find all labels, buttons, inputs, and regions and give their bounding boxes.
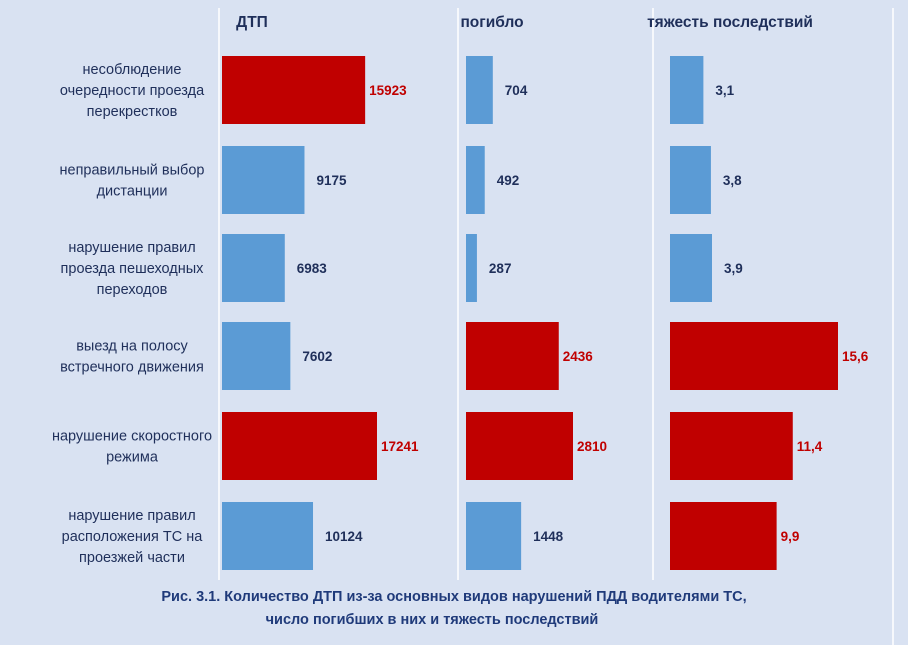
- data-label: 7602: [302, 349, 332, 364]
- data-label: 10124: [325, 529, 363, 544]
- data-label: 1448: [533, 529, 564, 544]
- bar: [466, 502, 522, 570]
- series-header: тяжесть последствий: [647, 14, 813, 31]
- category-label: неправильный выбор: [60, 163, 205, 179]
- category-label: дистанции: [97, 184, 168, 200]
- category-label: проезда пешеходных: [61, 261, 205, 277]
- category-label: несоблюдение: [83, 62, 182, 78]
- bar: [222, 412, 377, 480]
- figure-caption-line-1: Рис. 3.1. Количество ДТП из-за основных …: [161, 589, 747, 605]
- data-label: 3,9: [724, 261, 743, 276]
- bar: [222, 502, 314, 570]
- bar: [466, 322, 559, 390]
- figure-caption-line-2: число погибших в них и тяжесть последств…: [265, 612, 599, 628]
- bar: [466, 146, 485, 214]
- series-header: погибло: [460, 14, 523, 31]
- bar: [670, 412, 793, 480]
- bar: [222, 146, 305, 214]
- data-label: 2810: [577, 439, 607, 454]
- bar: [670, 322, 838, 390]
- data-label: 15923: [369, 83, 407, 98]
- bar: [466, 56, 493, 124]
- data-label: 704: [505, 83, 528, 98]
- data-label: 15,6: [842, 349, 869, 364]
- category-label: выезд на полосу: [76, 339, 188, 355]
- data-label: 6983: [297, 261, 328, 276]
- data-label: 492: [497, 173, 520, 188]
- data-label: 2436: [563, 349, 594, 364]
- data-label: 9175: [316, 173, 347, 188]
- bar: [670, 502, 777, 570]
- bar: [670, 234, 712, 302]
- bar: [222, 322, 291, 390]
- data-label: 3,1: [715, 83, 734, 98]
- data-label: 17241: [381, 439, 419, 454]
- category-label: нарушение правил: [68, 508, 195, 524]
- category-label: расположения ТС на: [62, 529, 204, 545]
- category-label: перекрестков: [87, 104, 178, 120]
- bar: [466, 412, 573, 480]
- bar: [670, 146, 711, 214]
- bar: [222, 56, 366, 124]
- data-label: 3,8: [723, 173, 742, 188]
- category-label: проезжей части: [79, 550, 185, 566]
- category-label: режима: [106, 450, 159, 466]
- category-label: переходов: [97, 282, 168, 298]
- bar: [466, 234, 477, 302]
- bar: [222, 234, 285, 302]
- bar: [670, 56, 704, 124]
- category-label: нарушение скоростного: [52, 429, 212, 445]
- category-label: нарушение правил: [68, 240, 195, 256]
- data-label: 9,9: [781, 529, 800, 544]
- data-label: 287: [489, 261, 512, 276]
- series-header: ДТП: [236, 14, 268, 31]
- data-label: 11,4: [797, 439, 823, 454]
- category-label: очередности проезда: [60, 83, 205, 99]
- category-label: встречного движения: [60, 360, 204, 376]
